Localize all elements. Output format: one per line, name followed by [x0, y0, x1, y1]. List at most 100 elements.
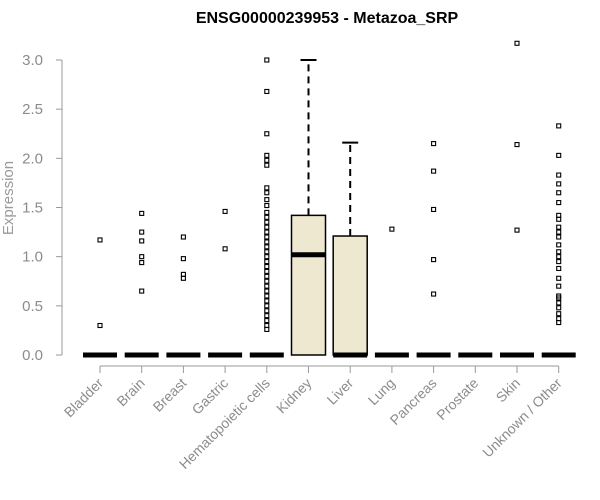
outlier-point	[514, 142, 520, 148]
boxes	[83, 40, 576, 358]
y-tick-label: 3.0	[22, 52, 43, 69]
outlier-point	[264, 239, 270, 245]
outlier-point	[264, 303, 270, 309]
x-tick-label: Kidney	[273, 375, 315, 417]
box-group	[290, 59, 327, 356]
outlier-point	[97, 322, 103, 329]
outlier-point	[264, 259, 270, 265]
x-tick-label: Bladder	[61, 375, 107, 421]
outlier-point	[264, 209, 270, 215]
outlier-point	[264, 273, 270, 279]
outlier-point	[264, 278, 270, 284]
outlier-point	[389, 226, 395, 232]
outlier-point	[139, 260, 145, 266]
y-tick-label: 0.0	[22, 347, 43, 364]
outlier-point	[431, 141, 437, 147]
outlier-point	[139, 229, 145, 235]
outlier-point	[139, 254, 145, 260]
outlier-point	[180, 234, 186, 240]
outlier-point	[264, 157, 270, 163]
x-tick-label: Brain	[113, 375, 147, 409]
outlier-point	[180, 256, 186, 262]
outlier-point	[556, 152, 562, 158]
chart-title: ENSG00000239953 - Metazoa_SRP	[196, 10, 459, 27]
outlier-point	[139, 210, 145, 216]
outlier-point	[556, 229, 562, 235]
outlier-point	[556, 190, 562, 196]
outlier-point	[264, 313, 270, 319]
outlier-point	[431, 257, 437, 263]
box-group	[208, 208, 243, 358]
x-tick-label: Lung	[365, 375, 398, 408]
outlier-point	[514, 227, 520, 233]
box-group	[249, 57, 284, 358]
box-body	[290, 214, 327, 356]
outlier-point	[264, 308, 270, 314]
outlier-point	[556, 242, 562, 248]
outlier-point	[264, 131, 270, 137]
y-axis: 0.0 0.5 1.0 1.5 2.0 2.5 3.0	[22, 52, 63, 364]
outlier-point	[556, 123, 562, 129]
outlier-point	[556, 300, 562, 306]
outlier-point	[139, 238, 145, 244]
outlier-point	[264, 254, 270, 260]
outlier-point	[264, 88, 270, 95]
y-tick-label: 0.5	[22, 298, 43, 315]
outlier-point	[264, 214, 270, 220]
outlier-point	[264, 318, 270, 324]
outlier-point	[264, 57, 270, 63]
outlier-point	[264, 249, 270, 255]
x-tick-label: Breast	[150, 375, 190, 415]
box-body	[332, 235, 368, 356]
outlier-point	[431, 291, 437, 297]
box-group	[166, 234, 201, 358]
box-group	[416, 141, 451, 358]
y-tick-label: 2.0	[22, 150, 43, 167]
outlier-point	[264, 224, 270, 230]
box-group	[374, 226, 409, 358]
outlier-point	[556, 234, 562, 240]
y-tick-label: 1.5	[22, 200, 43, 217]
outlier-point	[556, 311, 562, 317]
outlier-point	[264, 197, 270, 203]
outlier-point	[264, 229, 270, 235]
outlier-point	[264, 219, 270, 225]
outlier-point	[556, 212, 562, 218]
outlier-point	[431, 168, 437, 174]
outlier-point	[556, 254, 562, 260]
x-tick-label: Liver	[324, 375, 357, 408]
outlier-point	[514, 40, 520, 46]
outlier-point	[264, 185, 270, 191]
outlier-point	[264, 293, 270, 299]
outlier-point	[139, 288, 145, 294]
outlier-point	[97, 237, 103, 243]
outlier-point	[556, 305, 562, 311]
y-tick-label: 2.5	[22, 101, 43, 118]
outlier-point	[556, 283, 562, 289]
outlier-point	[556, 181, 562, 187]
outlier-point	[222, 208, 228, 214]
outlier-point	[556, 249, 562, 255]
box-group	[332, 141, 368, 358]
box-group	[541, 123, 576, 358]
outlier-point	[556, 172, 562, 178]
y-axis-label: Expression	[0, 161, 17, 235]
outlier-point	[264, 162, 270, 168]
outlier-point	[556, 316, 562, 322]
x-tick-label: Prostate	[433, 375, 481, 423]
outlier-point	[556, 265, 562, 272]
y-tick-label: 1.0	[22, 249, 43, 266]
outlier-point	[556, 293, 562, 299]
outlier-point	[264, 190, 270, 196]
outlier-point	[264, 322, 270, 329]
outlier-point	[264, 202, 270, 209]
x-tick-label: Skin	[493, 375, 524, 406]
outlier-point	[264, 244, 270, 250]
box-group	[124, 210, 159, 358]
outlier-point	[264, 268, 270, 274]
outlier-point	[556, 224, 562, 230]
outlier-point	[556, 200, 562, 206]
outlier-point	[264, 263, 270, 270]
outlier-point	[264, 152, 270, 158]
